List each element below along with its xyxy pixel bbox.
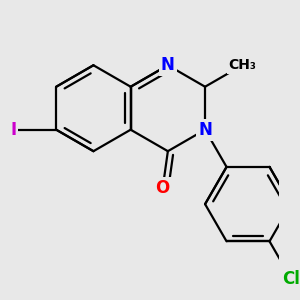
Text: CH₃: CH₃: [228, 58, 256, 72]
Text: O: O: [156, 179, 170, 197]
Text: Cl: Cl: [282, 269, 300, 287]
Text: N: N: [161, 56, 175, 74]
Text: N: N: [198, 121, 212, 139]
Text: I: I: [10, 121, 16, 139]
